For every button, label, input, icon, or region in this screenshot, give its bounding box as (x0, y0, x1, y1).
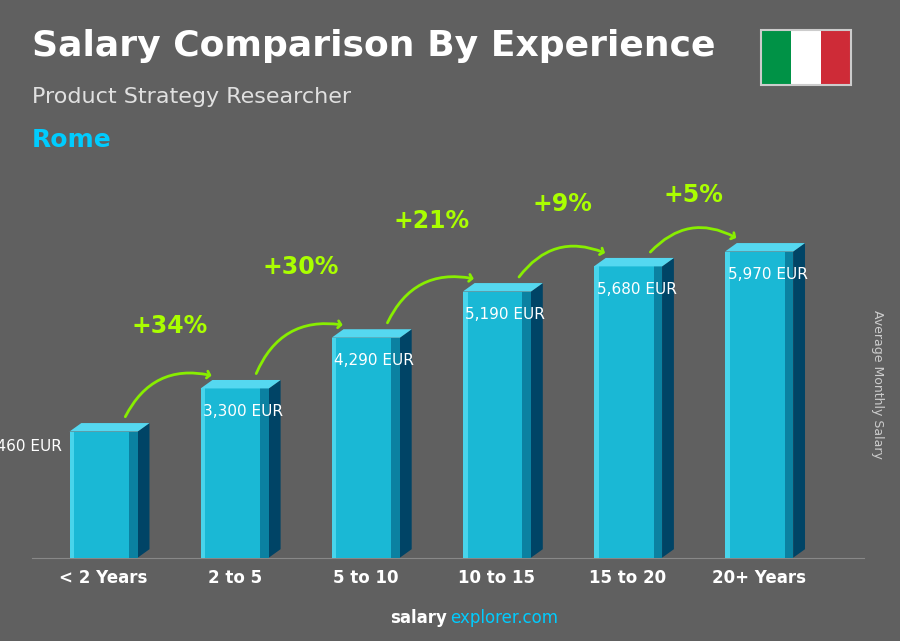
Bar (594, 267, 662, 558)
Text: 2,460 EUR: 2,460 EUR (0, 439, 62, 454)
Bar (69, 431, 75, 558)
Polygon shape (725, 243, 805, 251)
Bar (392, 338, 400, 558)
Bar (725, 251, 730, 558)
Text: +21%: +21% (393, 209, 470, 233)
Bar (463, 292, 468, 558)
Polygon shape (531, 283, 543, 558)
Polygon shape (463, 283, 543, 292)
Text: +5%: +5% (663, 183, 724, 208)
Text: +9%: +9% (533, 192, 592, 216)
Bar (201, 388, 205, 558)
Bar (129, 431, 138, 558)
Text: Rome: Rome (32, 128, 112, 152)
Text: +34%: +34% (131, 314, 207, 338)
Bar (332, 338, 400, 558)
Bar (69, 431, 138, 558)
Bar (332, 338, 337, 558)
Polygon shape (594, 258, 674, 267)
Text: 5,190 EUR: 5,190 EUR (465, 307, 545, 322)
Polygon shape (793, 243, 805, 558)
Bar (260, 388, 269, 558)
Text: Product Strategy Researcher: Product Strategy Researcher (32, 87, 351, 106)
Bar (653, 267, 662, 558)
Bar (463, 292, 531, 558)
Text: 5,680 EUR: 5,680 EUR (597, 282, 677, 297)
Bar (522, 292, 531, 558)
Text: explorer.com: explorer.com (450, 609, 558, 627)
Text: 3,300 EUR: 3,300 EUR (203, 404, 284, 419)
Polygon shape (400, 329, 411, 558)
Bar (594, 267, 598, 558)
Text: +30%: +30% (262, 255, 338, 279)
Text: salary: salary (391, 609, 447, 627)
Polygon shape (69, 423, 149, 431)
Text: Salary Comparison By Experience: Salary Comparison By Experience (32, 29, 715, 63)
Polygon shape (201, 380, 281, 388)
Polygon shape (138, 423, 149, 558)
Polygon shape (269, 380, 281, 558)
Text: 5,970 EUR: 5,970 EUR (728, 267, 807, 282)
Polygon shape (332, 329, 411, 338)
Bar (785, 251, 793, 558)
Bar (725, 251, 793, 558)
Polygon shape (662, 258, 674, 558)
Bar (201, 388, 269, 558)
Text: Average Monthly Salary: Average Monthly Salary (871, 310, 884, 459)
Text: 4,290 EUR: 4,290 EUR (334, 353, 414, 368)
